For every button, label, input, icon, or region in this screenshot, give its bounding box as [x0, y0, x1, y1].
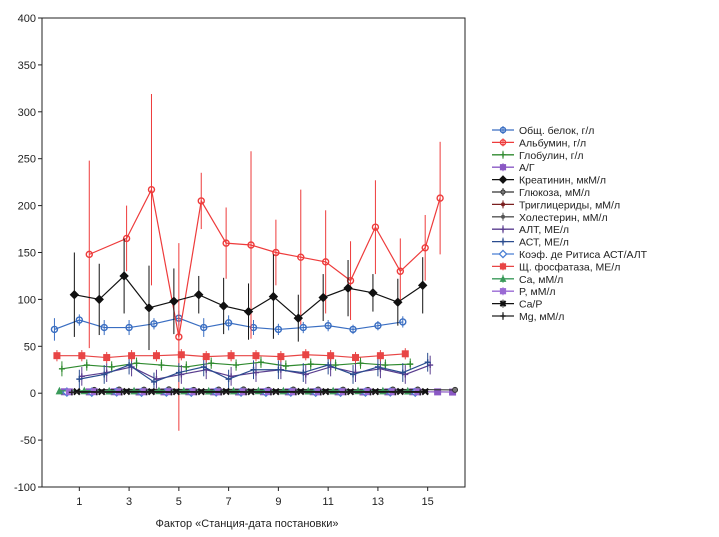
- y-tick-label: 250: [18, 154, 36, 166]
- legend-label: АСТ, МЕ/л: [519, 237, 569, 249]
- series-15: [69, 389, 423, 395]
- data-point: [178, 352, 184, 358]
- legend-label: Общ. белок, г/л: [519, 125, 594, 137]
- x-tick-label: 7: [226, 496, 232, 508]
- y-tick-label: -100: [14, 482, 36, 494]
- data-point: [104, 355, 110, 361]
- legend-label: А/Г: [519, 162, 535, 174]
- data-point: [501, 202, 505, 206]
- data-point: [328, 353, 334, 359]
- x-tick-label: 9: [275, 496, 281, 508]
- series-12: [56, 388, 410, 394]
- x-tick-label: 1: [76, 496, 82, 508]
- legend-label: Глобулин, г/л: [519, 150, 583, 162]
- x-tick-label: 11: [322, 496, 333, 508]
- data-point: [501, 190, 505, 194]
- x-tick-label: 3: [126, 496, 132, 508]
- y-tick-label: 300: [18, 107, 36, 119]
- data-point: [303, 352, 309, 358]
- legend-label: Щ. фосфатаза, МЕ/л: [519, 261, 620, 273]
- legend-label: Триглицериды, мМ/л: [519, 199, 620, 211]
- legend-label: Глюкоза, мМ/л: [519, 187, 590, 199]
- y-tick-label: 350: [18, 60, 36, 72]
- data-point: [203, 354, 209, 360]
- y-tick-label: 0: [30, 388, 36, 400]
- x-tick-label: 15: [422, 496, 434, 508]
- y-tick-label: 150: [18, 248, 36, 260]
- legend-label: Коэф. де Ритиса АСТ/АЛТ: [519, 249, 648, 261]
- legend-label: АЛТ, МЕ/л: [519, 224, 569, 236]
- data-point: [228, 353, 234, 359]
- data-point: [500, 264, 505, 269]
- data-point: [278, 354, 284, 360]
- legend-label: Креатинин, мкМ/л: [519, 175, 606, 187]
- data-point: [500, 165, 505, 170]
- data-point: [501, 215, 505, 219]
- legend-label: Ca, мМ/л: [519, 274, 563, 286]
- data-point: [79, 353, 85, 359]
- legend-label: Альбумин, г/л: [519, 137, 586, 149]
- y-tick-label: -50: [20, 435, 36, 447]
- data-point: [129, 353, 135, 359]
- x-axis-label: Фактор «Станция-дата постановки»: [156, 518, 339, 530]
- legend-label: Ca/P: [519, 299, 542, 311]
- data-point: [402, 351, 408, 357]
- data-point: [377, 353, 383, 359]
- y-tick-label: 200: [18, 201, 36, 213]
- legend-label: P, мМ/л: [519, 286, 556, 298]
- x-tick-label: 13: [372, 496, 384, 508]
- data-point: [353, 355, 359, 361]
- data-point: [500, 289, 505, 294]
- y-tick-label: 400: [18, 13, 36, 25]
- data-point: [253, 353, 259, 359]
- y-tick-label: 50: [24, 341, 36, 353]
- legend-label: Холестерин, мМ/л: [519, 212, 608, 224]
- legend-label: Mg, мМ/л: [519, 311, 564, 323]
- data-point: [153, 353, 159, 359]
- data-point: [54, 353, 60, 359]
- y-tick-label: 100: [18, 294, 36, 306]
- data-point: [453, 387, 458, 392]
- x-tick-label: 5: [176, 496, 182, 508]
